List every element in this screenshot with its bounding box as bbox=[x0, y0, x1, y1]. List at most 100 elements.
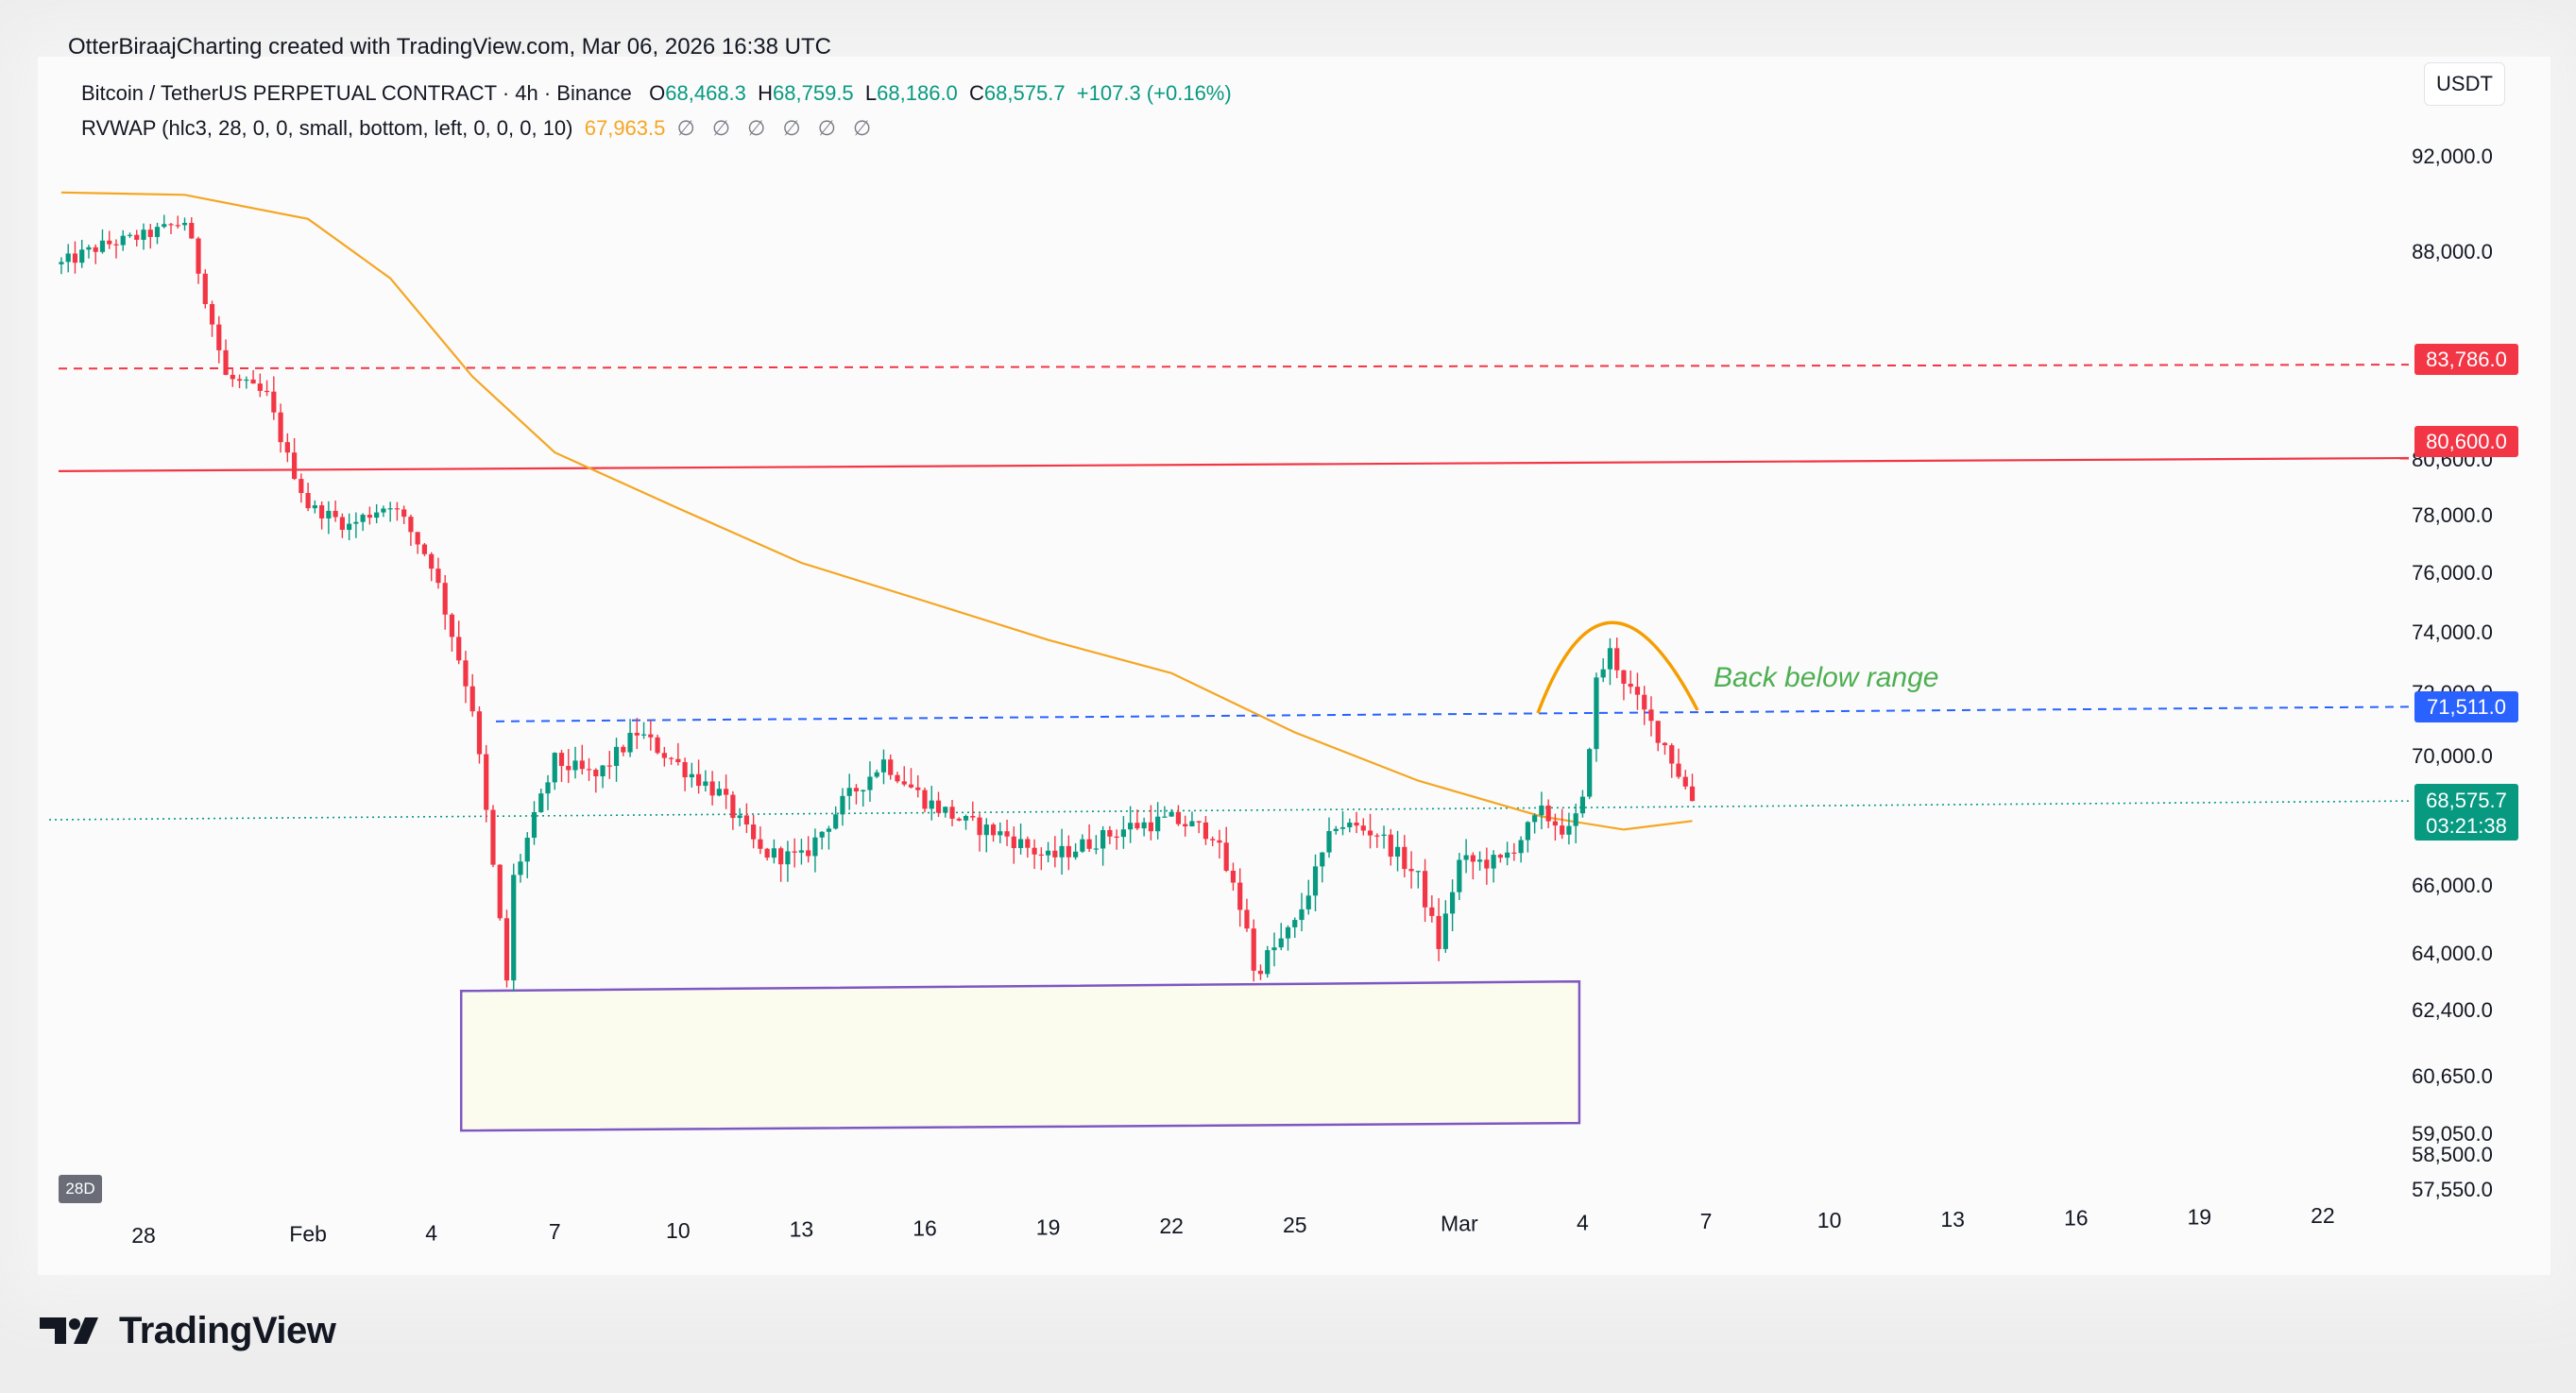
candle[interactable] bbox=[915, 774, 921, 798]
rejection-arc[interactable] bbox=[1536, 620, 1699, 714]
candle[interactable] bbox=[1114, 829, 1119, 850]
candle[interactable] bbox=[778, 846, 784, 882]
candle[interactable] bbox=[1532, 813, 1538, 834]
rvwap-line[interactable] bbox=[60, 191, 1693, 831]
time-axis[interactable]: 28 Feb 4 7 10 13 16 19 22 25 Mar 4 7 10 13 16 19 22 bbox=[131, 1203, 2334, 1248]
candle[interactable] bbox=[1025, 836, 1031, 858]
candle[interactable] bbox=[189, 216, 195, 239]
candle[interactable] bbox=[977, 813, 982, 852]
candle[interactable] bbox=[531, 801, 537, 845]
candle[interactable] bbox=[59, 257, 64, 275]
candle[interactable] bbox=[1312, 854, 1319, 911]
candle[interactable] bbox=[1388, 828, 1393, 866]
candle[interactable] bbox=[1614, 637, 1620, 679]
candle[interactable] bbox=[284, 433, 290, 463]
candle[interactable] bbox=[1237, 868, 1243, 927]
range-top-dashed-line[interactable] bbox=[495, 705, 2410, 722]
candle[interactable] bbox=[634, 718, 640, 750]
candle[interactable] bbox=[367, 506, 372, 525]
candle[interactable] bbox=[134, 229, 140, 246]
candle[interactable] bbox=[716, 781, 722, 797]
candle[interactable] bbox=[1470, 852, 1476, 880]
candle[interactable] bbox=[1032, 839, 1037, 870]
candle[interactable] bbox=[1189, 811, 1195, 827]
candle[interactable] bbox=[1655, 721, 1661, 752]
candle[interactable] bbox=[202, 269, 208, 309]
candle[interactable] bbox=[1223, 826, 1229, 873]
candle[interactable] bbox=[1059, 828, 1065, 875]
candle[interactable] bbox=[613, 738, 620, 782]
candle[interactable] bbox=[1038, 847, 1044, 871]
candle[interactable] bbox=[764, 847, 770, 861]
candle[interactable] bbox=[415, 532, 420, 554]
candle[interactable] bbox=[792, 838, 797, 868]
candle[interactable] bbox=[1251, 919, 1256, 982]
candle[interactable] bbox=[360, 513, 366, 532]
candle[interactable] bbox=[1457, 853, 1462, 901]
candle[interactable] bbox=[1257, 964, 1264, 980]
candle[interactable] bbox=[65, 244, 71, 273]
candle[interactable] bbox=[141, 223, 146, 250]
candle[interactable] bbox=[661, 746, 667, 767]
candle[interactable] bbox=[1566, 812, 1572, 845]
candle[interactable] bbox=[1381, 825, 1387, 849]
candle[interactable] bbox=[196, 236, 201, 284]
indicator-name[interactable]: RVWAP (hlc3, 28, 0, 0, small, bottom, le… bbox=[81, 116, 573, 140]
candle[interactable] bbox=[449, 613, 455, 653]
candle[interactable] bbox=[1175, 805, 1182, 826]
candle[interactable] bbox=[312, 500, 317, 514]
candle[interactable] bbox=[1162, 806, 1168, 818]
candle[interactable] bbox=[518, 854, 523, 883]
candle[interactable] bbox=[1594, 672, 1599, 762]
candle[interactable] bbox=[1120, 816, 1126, 849]
candle[interactable] bbox=[558, 749, 565, 783]
candle[interactable] bbox=[381, 505, 386, 518]
candle[interactable] bbox=[1080, 834, 1085, 854]
price-axis[interactable]: 92,000.088,000.080,600.078,000.076,000.0… bbox=[2412, 144, 2493, 1201]
candle[interactable] bbox=[1408, 851, 1414, 889]
candle[interactable] bbox=[223, 339, 229, 376]
candle[interactable] bbox=[1539, 791, 1544, 830]
candle[interactable] bbox=[785, 841, 791, 882]
candle[interactable] bbox=[1505, 841, 1510, 866]
candle[interactable] bbox=[1607, 637, 1613, 686]
candle[interactable] bbox=[943, 806, 948, 818]
candle[interactable] bbox=[819, 831, 825, 850]
candle[interactable] bbox=[469, 673, 475, 717]
candle[interactable] bbox=[1148, 805, 1153, 841]
candle[interactable] bbox=[1634, 672, 1641, 710]
candle[interactable] bbox=[1320, 852, 1325, 883]
candle[interactable] bbox=[880, 749, 887, 785]
candle[interactable] bbox=[771, 839, 777, 864]
back-below-range-label[interactable]: Back below range bbox=[1714, 662, 1938, 693]
candle[interactable] bbox=[990, 823, 997, 842]
candle[interactable] bbox=[1299, 892, 1305, 931]
candle[interactable] bbox=[566, 749, 571, 784]
candle[interactable] bbox=[154, 222, 161, 245]
candle[interactable] bbox=[963, 814, 969, 830]
candle[interactable] bbox=[1415, 870, 1421, 889]
candle[interactable] bbox=[1196, 821, 1202, 834]
candle[interactable] bbox=[743, 803, 749, 834]
candle[interactable] bbox=[93, 244, 98, 264]
candle[interactable] bbox=[935, 791, 942, 818]
candle[interactable] bbox=[421, 542, 428, 556]
candle[interactable] bbox=[853, 784, 860, 805]
candle[interactable] bbox=[1086, 824, 1092, 852]
currency-selector[interactable]: USDT bbox=[2424, 62, 2505, 106]
candle[interactable] bbox=[1429, 894, 1435, 923]
candle[interactable] bbox=[600, 765, 606, 789]
candle[interactable] bbox=[347, 513, 352, 541]
candle[interactable] bbox=[1066, 835, 1071, 871]
candle[interactable] bbox=[497, 864, 503, 921]
candle[interactable] bbox=[922, 788, 928, 813]
candle[interactable] bbox=[758, 826, 763, 855]
candle[interactable] bbox=[1587, 747, 1593, 800]
candle[interactable] bbox=[1305, 879, 1311, 915]
candle[interactable] bbox=[833, 806, 839, 830]
candle[interactable] bbox=[291, 437, 298, 481]
candle[interactable] bbox=[1141, 817, 1147, 837]
candle[interactable] bbox=[737, 807, 742, 827]
candle[interactable] bbox=[1511, 842, 1517, 861]
